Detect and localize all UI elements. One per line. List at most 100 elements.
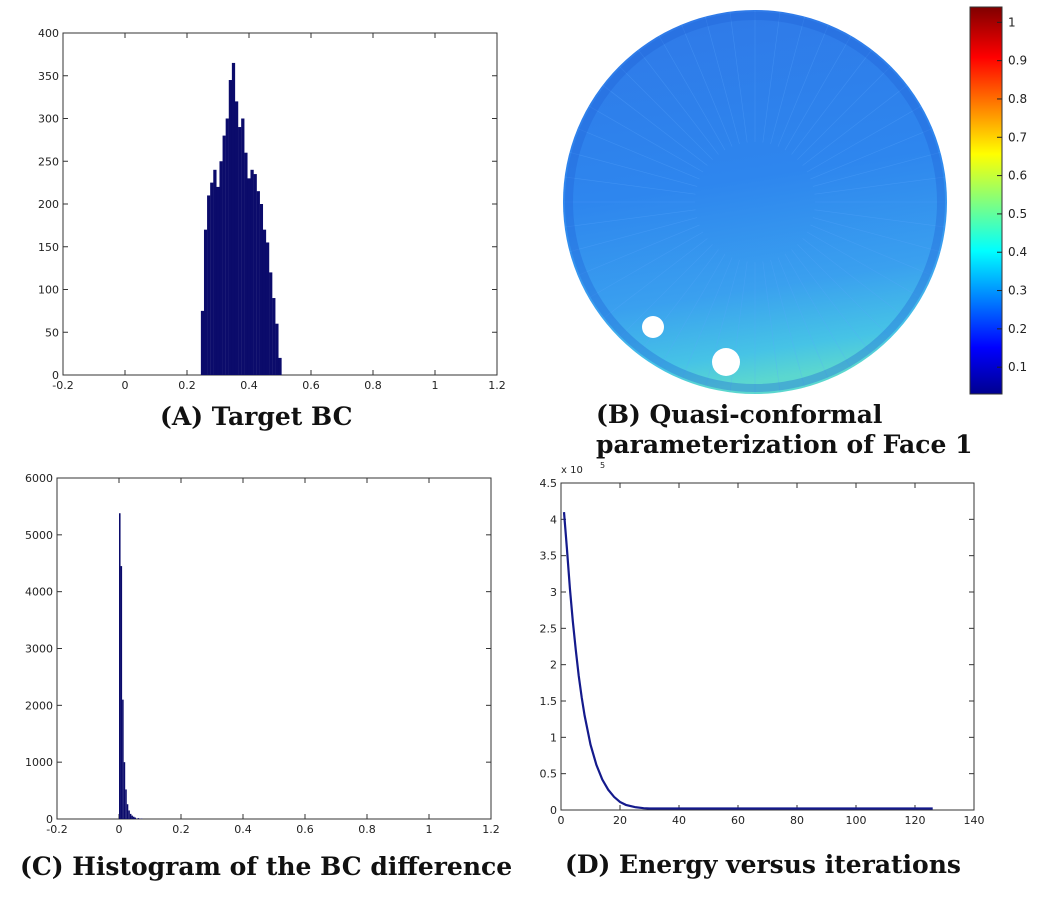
chart-a-bar <box>216 186 220 375</box>
chart-b-mesh-ray <box>564 176 696 195</box>
chart-d-ytick-label: 0 <box>550 804 557 817</box>
chart-a-bar <box>203 229 208 375</box>
chart-b-colorbar-label: 0.7 <box>1008 130 1027 144</box>
chart-b-mesh-ray <box>791 249 873 355</box>
chart-d-xtick-label: 20 <box>613 814 627 827</box>
chart-c-ytick-label: 4000 <box>25 586 53 599</box>
chart-d-ytick-label: 3.5 <box>540 550 558 563</box>
chart-b-colorbar-label: 0.1 <box>1008 360 1027 374</box>
chart-a-bar <box>253 174 257 375</box>
chart-a-xtick-label: 0.2 <box>178 379 196 392</box>
chart-a-bar <box>269 272 273 375</box>
chart-b-mesh-ray <box>658 35 726 151</box>
chart-a-bar <box>262 229 267 375</box>
chart-b-colorbar-label: 0.4 <box>1008 245 1027 259</box>
chart-a-xtick-label: 0.4 <box>240 379 258 392</box>
chart-d-energy-line <box>562 512 933 810</box>
chart-a-xtick-label: 1 <box>432 379 439 392</box>
chart-c-ytick-label: 5000 <box>25 529 53 542</box>
chart-a-bar <box>250 169 254 375</box>
histogram-bc-difference: -0.2 0 0.2 0.4 0.6 0.8 1 1.20100020003000400050… <box>25 472 500 836</box>
chart-b-mesh-ray <box>658 253 726 369</box>
chart-b-colorbar-label: 1 <box>1008 15 1016 29</box>
chart-a-bar <box>219 161 223 375</box>
chart-a-bar <box>228 80 233 376</box>
chart-b-mesh-ray <box>797 66 891 160</box>
chart-b-disk <box>563 10 947 394</box>
chart-a-bar <box>225 118 229 375</box>
chart-b-mesh-ray <box>619 66 713 160</box>
chart-a-ytick-label: 200 <box>38 198 59 211</box>
chart-b-mesh-ray <box>806 105 922 173</box>
chart-b-mesh-ray <box>802 84 908 166</box>
chart-b-mesh-ray <box>791 49 873 155</box>
chart-c-xtick-label: 0.4 <box>234 823 252 836</box>
chart-b-mesh-ray <box>810 224 933 276</box>
chart-c-plot-frame <box>56 477 492 820</box>
chart-c-ytick-label: 1000 <box>25 756 53 769</box>
chart-a-bar <box>210 182 214 375</box>
chart-b-colorbar-label: 0.3 <box>1008 284 1027 298</box>
chart-a-bar <box>234 101 239 376</box>
chart-a-bar <box>278 357 282 375</box>
chart-a-bar <box>275 323 279 375</box>
chart-a-bar <box>247 178 251 375</box>
chart-a-bar <box>200 310 205 375</box>
caption-b-line2: parameterization of Face 1 <box>596 430 973 459</box>
chart-b-mesh-ray <box>802 238 908 320</box>
chart-c-bar <box>134 817 137 819</box>
chart-b-mesh-ray <box>814 209 946 228</box>
chart-c-xtick-label: 1 <box>426 823 433 836</box>
chart-b-colorbar-label: 0.2 <box>1008 322 1027 336</box>
chart-c-bar <box>129 813 132 819</box>
chart-a-bar <box>256 191 260 375</box>
chart-b-mesh-ray <box>729 11 748 143</box>
caption-b-line1: (B) Quasi-conformal <box>596 400 883 429</box>
chart-b-hole <box>642 316 664 338</box>
chart-c-bar <box>126 804 129 819</box>
chart-b-mesh-ray <box>681 24 733 147</box>
chart-a-xtick-label: 1.2 <box>488 379 506 392</box>
chart-c-bar <box>128 810 130 819</box>
chart-b-mesh-ray <box>770 16 805 145</box>
chart-c-ytick-label: 6000 <box>25 472 53 485</box>
chart-d-ytick-label: 4.5 <box>540 477 558 490</box>
chart-a-ytick-label: 50 <box>45 326 59 339</box>
chart-a-axes: -0.2 0 0.2 0.4 0.6 0.8 1 1.20501001502002503003… <box>38 27 506 392</box>
chart-a-ytick-label: 150 <box>38 241 59 254</box>
chart-d-xtick-label: 140 <box>964 814 985 827</box>
chart-a-xtick-label: 0.6 <box>302 379 320 392</box>
chart-b-mesh-ray <box>588 231 704 299</box>
chart-c-ytick-label: 3000 <box>25 643 53 656</box>
chart-b-mesh-ray <box>762 261 781 393</box>
chart-c-axes: -0.2 0 0.2 0.4 0.6 0.8 1 1.20100020003000400050… <box>25 472 500 836</box>
chart-d-xtick-label: 80 <box>790 814 804 827</box>
chart-b-mesh-ray <box>777 257 829 380</box>
chart-d-ytick-label: 2.5 <box>540 622 558 635</box>
chart-b-mesh-ray <box>814 176 946 195</box>
chart-a-bar <box>265 242 270 375</box>
chart-a-xtick-label: -0.2 <box>52 379 73 392</box>
chart-b-mesh-ray <box>681 257 733 380</box>
chart-a-ytick-label: 100 <box>38 284 59 297</box>
caption-a: (A) Target BC <box>160 402 353 431</box>
chart-c-xtick-label: 0.8 <box>358 823 376 836</box>
chart-a-bar <box>241 118 245 375</box>
chart-d-axes: 0 20 40 60 80 100 120 140 0 0.5 1 1.5 2 2.5 3 3.5 4 4.5 <box>540 477 985 827</box>
histogram-target-bc: -0.2 0 0.2 0.4 0.6 0.8 1 1.20501001502002503003… <box>38 27 506 392</box>
chart-a-xtick-label: 0 <box>122 379 129 392</box>
chart-c-bar <box>131 815 133 819</box>
chart-b-mesh-ray <box>569 152 698 187</box>
caption-c: (C) Histogram of the BC difference <box>20 852 513 881</box>
chart-b-mesh-ray <box>577 128 700 180</box>
chart-b-colorbar-label: 0.9 <box>1008 54 1027 68</box>
chart-c-bar <box>123 762 126 819</box>
chart-d-xtick-label: 60 <box>731 814 745 827</box>
chart-b-mesh-ray <box>577 224 700 276</box>
chart-d-ytick-label: 0.5 <box>540 768 558 781</box>
chart-c-bar <box>119 513 121 819</box>
chart-d-ytick-label: 4 <box>550 513 557 526</box>
chart-d-plot-frame <box>560 482 975 811</box>
chart-d-ytick-label: 2 <box>550 659 557 672</box>
chart-a-ytick-label: 0 <box>52 369 59 382</box>
